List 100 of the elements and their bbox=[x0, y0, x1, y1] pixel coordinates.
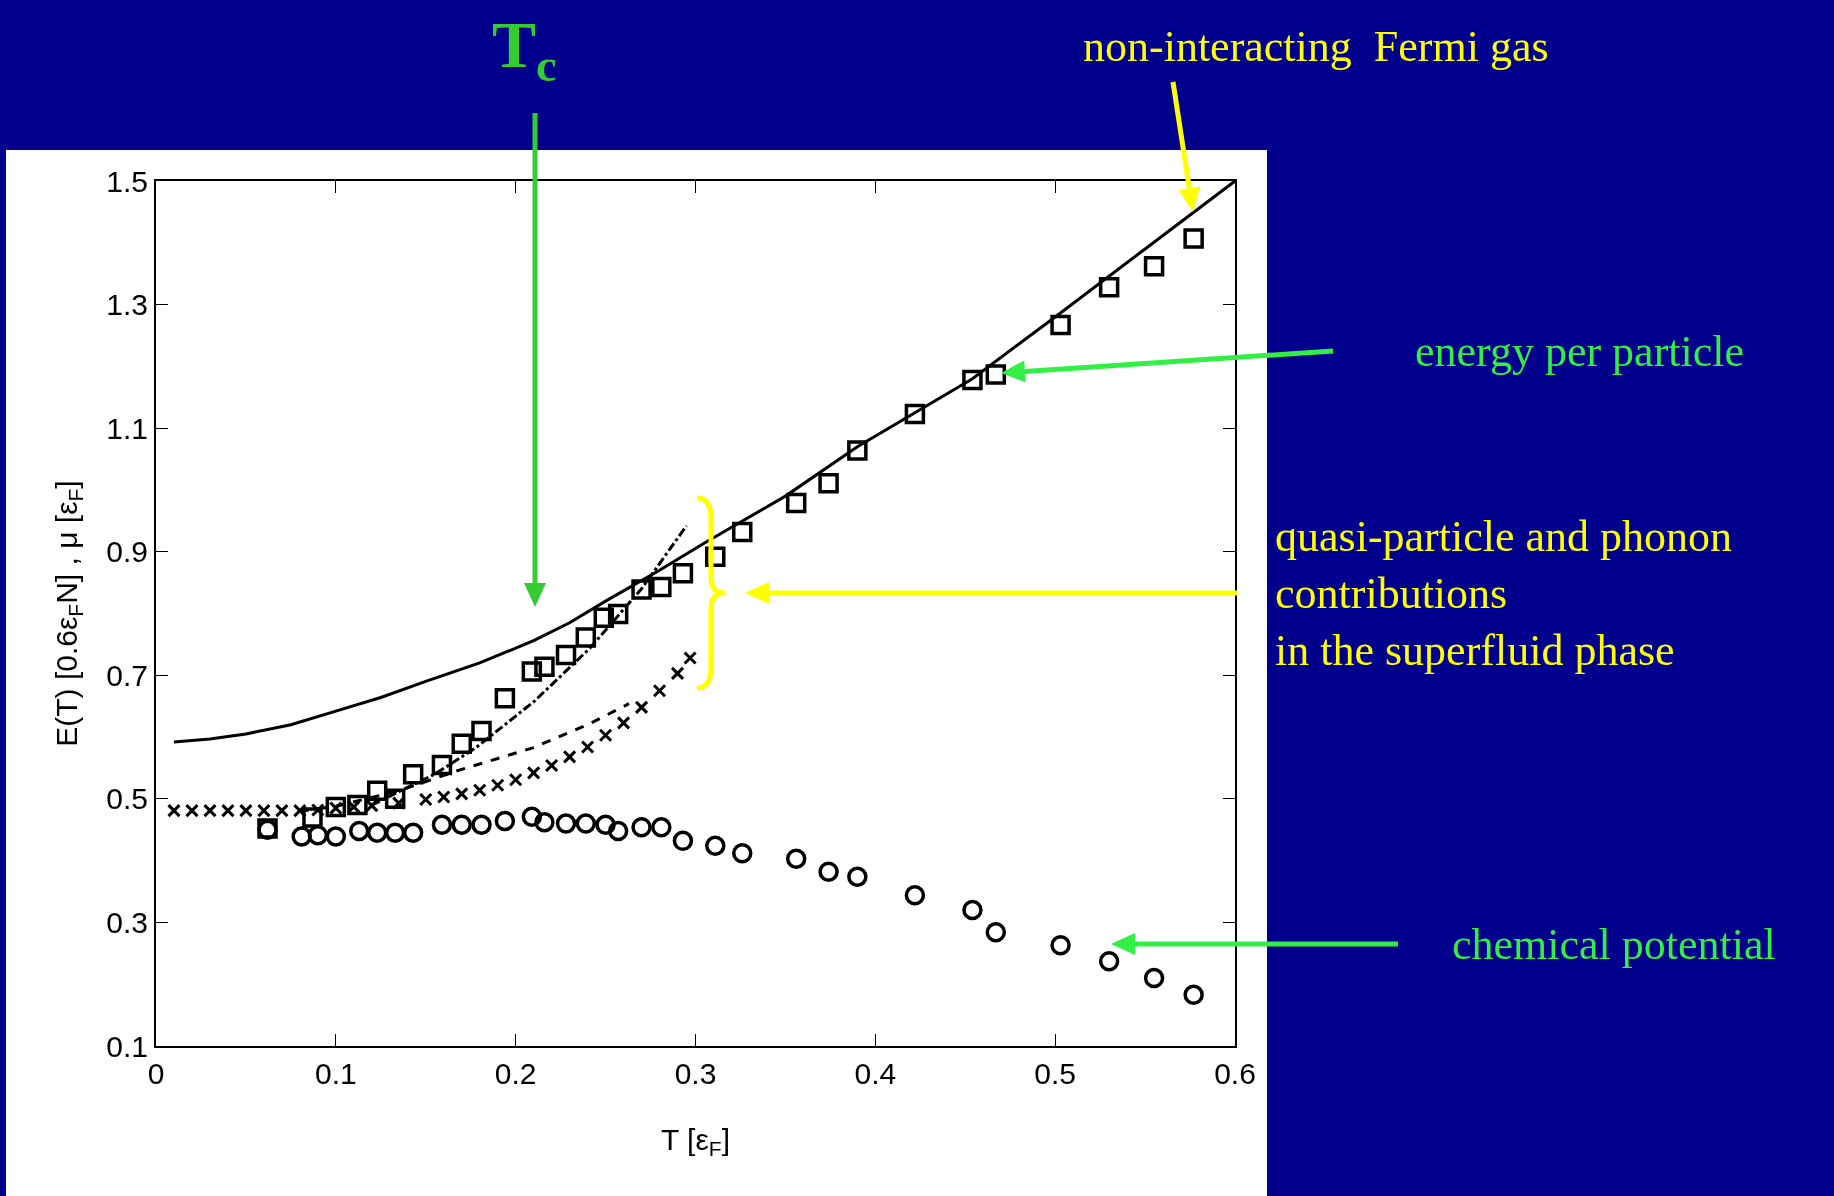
point bbox=[555, 813, 577, 834]
point bbox=[651, 817, 672, 838]
point bbox=[593, 607, 615, 629]
point bbox=[521, 661, 543, 682]
point bbox=[508, 772, 523, 787]
point bbox=[451, 814, 472, 836]
point bbox=[436, 790, 451, 804]
point bbox=[847, 440, 868, 461]
x-tick-label: 0.1 bbox=[314, 1057, 357, 1090]
point bbox=[631, 817, 652, 838]
point bbox=[418, 792, 433, 807]
point bbox=[598, 728, 613, 743]
point bbox=[472, 783, 487, 798]
point bbox=[347, 794, 368, 816]
point bbox=[348, 820, 370, 842]
point bbox=[202, 803, 217, 818]
y-tick-label: 1.5 bbox=[106, 164, 148, 198]
point bbox=[575, 813, 597, 834]
point bbox=[402, 822, 424, 844]
point bbox=[670, 666, 685, 681]
point bbox=[384, 788, 406, 810]
point bbox=[705, 835, 726, 857]
point bbox=[1143, 967, 1165, 989]
x-tick-label: 0.5 bbox=[1034, 1057, 1077, 1090]
point bbox=[562, 749, 577, 764]
x-axis-title: T [ε$_{F}$] bbox=[661, 1123, 730, 1161]
point bbox=[366, 780, 388, 802]
y-tick-label: 0.9 bbox=[106, 535, 148, 569]
point bbox=[310, 802, 325, 817]
text: chemical potential bbox=[1452, 920, 1776, 969]
point bbox=[366, 822, 388, 844]
point bbox=[785, 848, 807, 870]
point bbox=[1183, 228, 1204, 249]
point bbox=[904, 884, 926, 906]
y-tick-label: 0.1 bbox=[106, 1029, 148, 1063]
point bbox=[631, 579, 652, 600]
y-tick-label: 0.7 bbox=[106, 658, 148, 692]
point bbox=[220, 803, 235, 818]
point bbox=[238, 803, 253, 818]
point bbox=[652, 683, 667, 698]
point bbox=[471, 814, 492, 836]
point bbox=[818, 861, 839, 882]
point bbox=[580, 739, 595, 754]
x-tick-label: 0.3 bbox=[674, 1057, 717, 1090]
point bbox=[534, 656, 555, 677]
point bbox=[595, 814, 616, 836]
point bbox=[1143, 256, 1165, 277]
point bbox=[451, 733, 472, 755]
text: quasi-particle and phonon contributions in the superfluid phase bbox=[1275, 512, 1732, 676]
point bbox=[544, 758, 559, 773]
text: non-interacting Fermi gas bbox=[1083, 22, 1549, 71]
point bbox=[672, 830, 694, 852]
point bbox=[732, 521, 753, 543]
point bbox=[1098, 277, 1120, 298]
point bbox=[962, 369, 983, 391]
point bbox=[672, 563, 694, 584]
point bbox=[325, 796, 347, 818]
point bbox=[985, 922, 1007, 943]
point bbox=[616, 715, 631, 730]
point bbox=[607, 603, 629, 625]
point bbox=[431, 814, 453, 836]
point bbox=[555, 644, 577, 666]
point bbox=[607, 820, 629, 842]
point bbox=[454, 786, 469, 801]
point bbox=[1183, 984, 1204, 1005]
point bbox=[431, 754, 453, 776]
text: energy per particle bbox=[1415, 327, 1745, 376]
point bbox=[985, 364, 1007, 385]
x-tick-label: 0.4 bbox=[854, 1057, 897, 1090]
point bbox=[683, 650, 698, 665]
point bbox=[962, 899, 983, 921]
point bbox=[634, 700, 649, 715]
y-tick-label: 0.5 bbox=[106, 782, 148, 816]
point bbox=[534, 812, 555, 833]
point bbox=[521, 806, 543, 828]
y-tick-label: 1.1 bbox=[106, 411, 148, 445]
point bbox=[785, 492, 807, 514]
point bbox=[274, 803, 289, 818]
point bbox=[1098, 951, 1120, 972]
point bbox=[847, 866, 868, 887]
point bbox=[904, 403, 926, 425]
point bbox=[732, 842, 753, 864]
text: T$_{c}$ bbox=[492, 8, 557, 91]
point bbox=[402, 763, 424, 785]
point bbox=[1050, 935, 1071, 956]
point bbox=[494, 687, 516, 709]
x-tick-label: 0.6 bbox=[1214, 1057, 1256, 1090]
x-tick-label: 0.2 bbox=[494, 1057, 537, 1090]
point bbox=[1050, 314, 1071, 336]
point bbox=[490, 778, 505, 793]
point bbox=[384, 822, 406, 844]
y-tick-label: 0.3 bbox=[106, 905, 148, 939]
point bbox=[292, 803, 307, 818]
point bbox=[166, 803, 181, 818]
point bbox=[471, 720, 492, 742]
point bbox=[302, 807, 323, 828]
point bbox=[651, 576, 672, 598]
point bbox=[818, 472, 839, 494]
point bbox=[526, 765, 541, 780]
point bbox=[256, 803, 271, 818]
